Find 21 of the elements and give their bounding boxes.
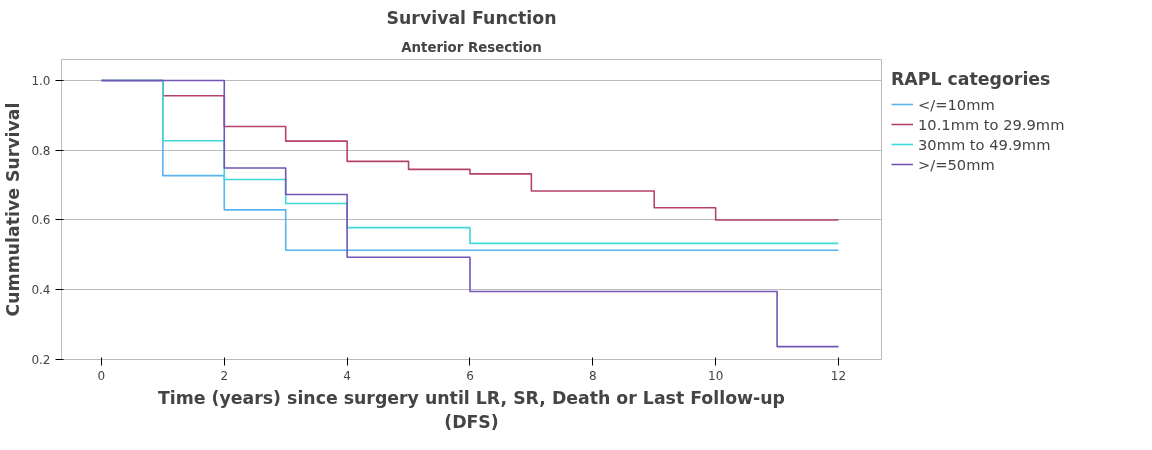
legend-label: </=10mm: [918, 95, 995, 113]
x-tick-label: 10: [708, 368, 724, 383]
legend-title: RAPL categories: [891, 69, 1052, 89]
x-tick-label: 2: [220, 368, 229, 383]
chart-title: Survival Function: [386, 7, 557, 28]
x-tick-label: 4: [343, 368, 351, 383]
y-tick-label: 0.2: [31, 353, 51, 367]
y-tick-label: 1.0: [31, 73, 51, 88]
y-tick-label: 0.8: [31, 143, 51, 158]
x-tick-label: 8: [588, 368, 597, 383]
x-axis-title: Time (years) since surgery until LR, SR, Death or Last Follow-up (DFS): [158, 387, 786, 432]
legend-label: 10.1mm to 29.9mm: [918, 115, 1065, 133]
x-tick-label: 6: [466, 368, 474, 383]
chart-subtitle: Anterior Resection: [401, 39, 542, 55]
legend-label: 30mm to 49.9mm: [918, 135, 1051, 153]
y-tick-label: 0.6: [31, 213, 51, 228]
x-tick-label: 0: [97, 368, 106, 383]
x-tick-label: 12: [830, 368, 847, 383]
y-tick-label: 0.4: [31, 283, 51, 298]
y-axis-title: Cummulative Survival: [3, 102, 24, 317]
legend-label: >/=50mm: [918, 155, 995, 173]
